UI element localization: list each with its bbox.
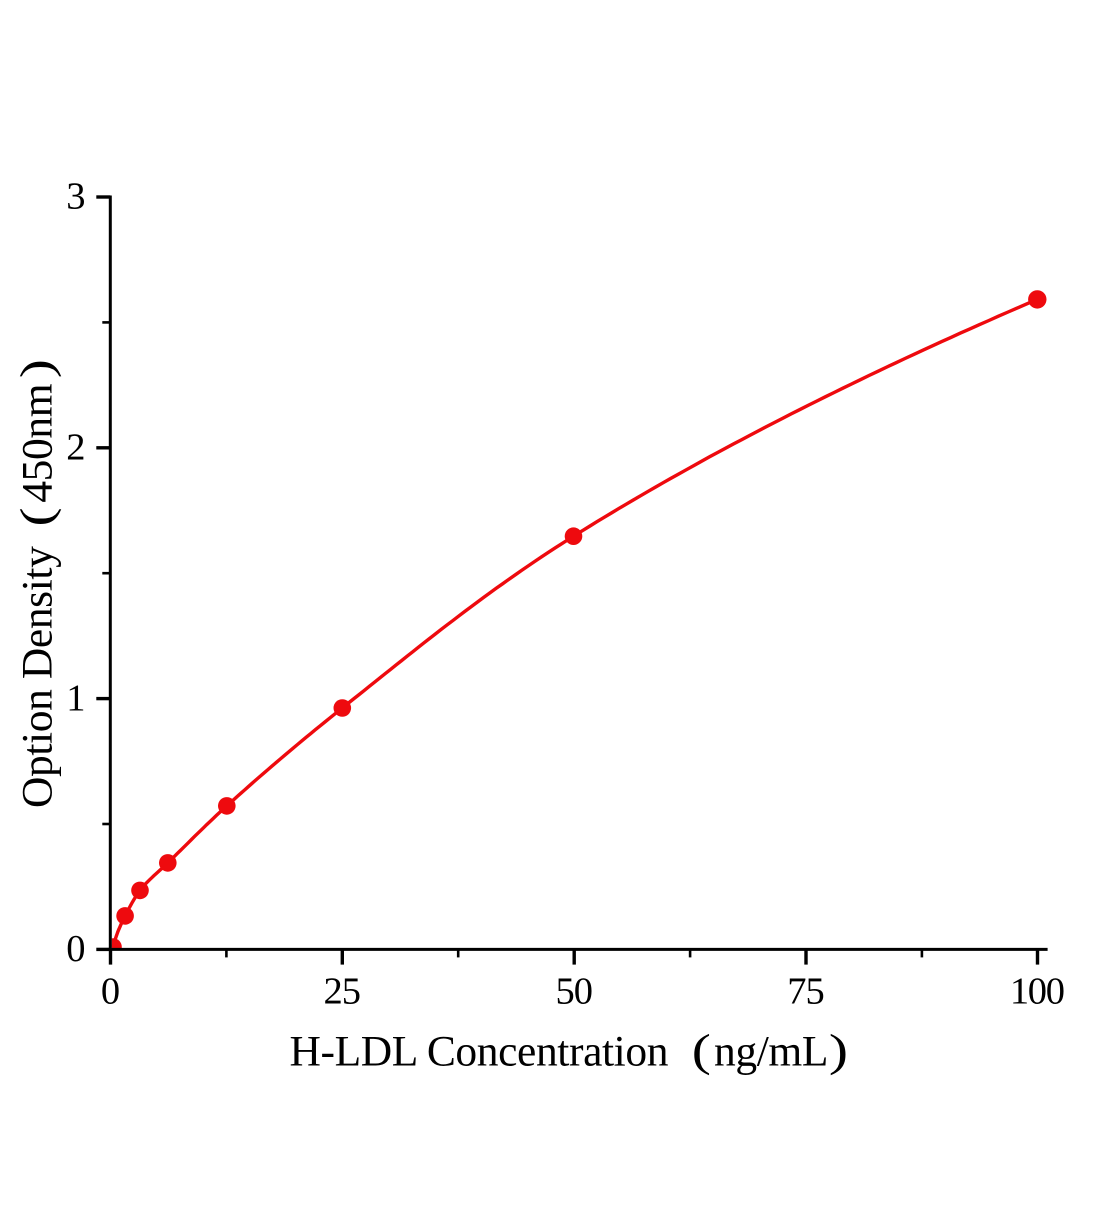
- svg-text:25: 25: [324, 971, 361, 1013]
- svg-text:75: 75: [787, 971, 824, 1013]
- svg-text:3: 3: [66, 176, 85, 218]
- svg-text:): ): [12, 359, 62, 378]
- svg-text:0: 0: [66, 928, 85, 970]
- svg-text:2: 2: [66, 427, 85, 469]
- svg-text:100: 100: [1010, 971, 1064, 1013]
- svg-text:): ): [829, 1026, 848, 1076]
- svg-text:ng/mL: ng/mL: [714, 1027, 828, 1075]
- svg-text:450nm: 450nm: [14, 383, 62, 502]
- svg-text:1: 1: [66, 677, 85, 719]
- svg-text:50: 50: [555, 971, 592, 1013]
- svg-text:Option Density: Option Density: [14, 546, 62, 808]
- svg-text:(: (: [692, 1026, 711, 1076]
- svg-text:0: 0: [101, 971, 120, 1013]
- svg-text:H-LDL Concentration: H-LDL Concentration: [290, 1027, 669, 1075]
- svg-text:(: (: [12, 507, 62, 526]
